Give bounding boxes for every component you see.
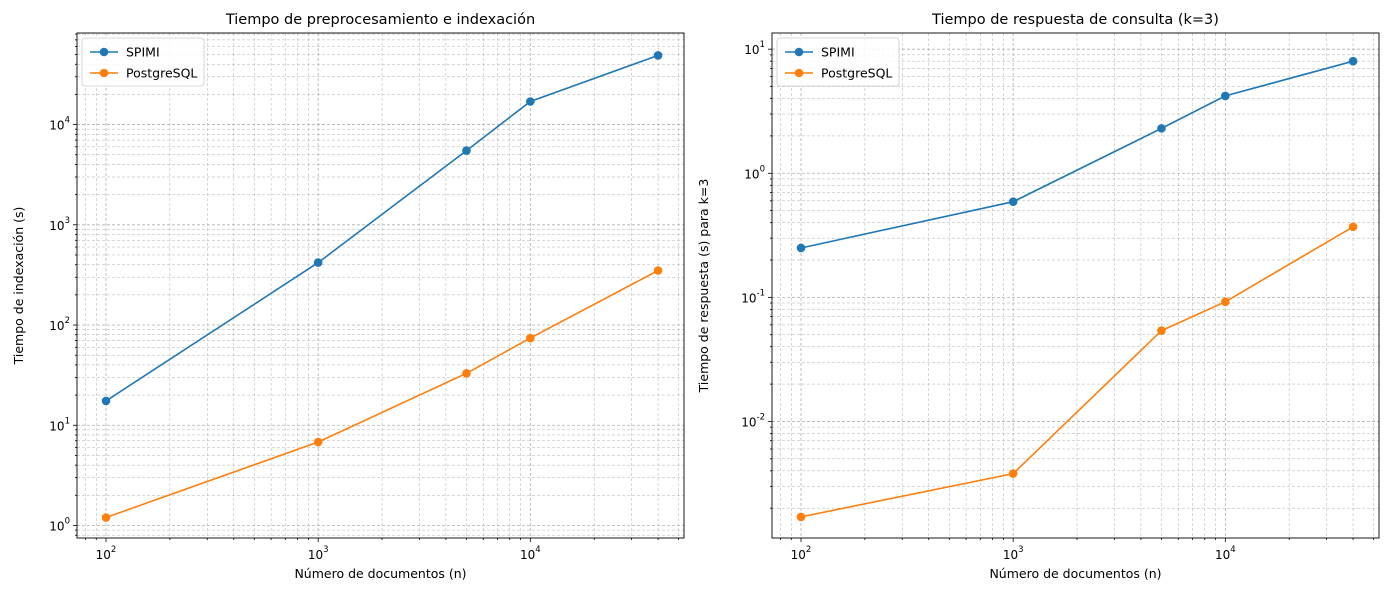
x-tick-label: 102 <box>791 545 812 562</box>
legend-label: PostgreSQL <box>126 66 197 81</box>
data-point <box>1008 469 1018 478</box>
legend-box <box>81 37 205 87</box>
data-point <box>313 258 323 267</box>
series-postgresql <box>796 222 1358 522</box>
chart-panel-2: 102 103 104 10-2 10-1 100 101 Tiempo de respues… <box>696 12 1380 581</box>
data-point <box>796 243 806 253</box>
data-point <box>462 146 471 155</box>
data-point <box>653 266 663 275</box>
y-axis-label: Tiempo de respuesta (s) para k=3 <box>696 179 711 394</box>
data-point <box>1348 56 1358 66</box>
chart-panel-1: 102 103 104 100 101 102 103 104 Tiempo de prepro… <box>11 12 685 581</box>
data-point <box>653 51 663 60</box>
x-tick-label: 103 <box>1003 545 1024 562</box>
legend-marker <box>794 68 804 78</box>
data-point <box>526 97 535 106</box>
x-tick-label: 104 <box>1215 545 1236 562</box>
data-point <box>313 437 323 447</box>
x-axis-label: Número de documentos (n) <box>989 566 1161 581</box>
legend: SPIMI PostgreSQL <box>81 37 205 87</box>
y-tick-label: 104 <box>49 116 70 133</box>
legend: SPIMI PostgreSQL <box>776 37 900 87</box>
data-point <box>1008 197 1018 206</box>
y-tick-label: 101 <box>49 416 70 433</box>
y-tick-label: 103 <box>49 216 70 233</box>
series-spimi <box>796 56 1358 253</box>
grid <box>77 33 684 538</box>
series-spimi <box>101 51 663 406</box>
data-point <box>1157 124 1166 133</box>
legend-box <box>776 37 900 87</box>
data-point <box>526 333 535 343</box>
y-tick-label: 101 <box>744 40 765 57</box>
legend-label: SPIMI <box>821 45 855 60</box>
x-tick-label: 102 <box>96 545 117 562</box>
legend-marker <box>794 47 804 57</box>
chart-title: Tiempo de respuesta de consulta (k=3) <box>931 12 1219 28</box>
data-point <box>1157 326 1166 335</box>
x-tick-label: 104 <box>520 545 541 562</box>
series-postgresql <box>101 266 663 522</box>
legend-label: SPIMI <box>126 45 160 60</box>
x-axis-label: Número de documentos (n) <box>294 566 466 581</box>
data-point <box>101 513 111 522</box>
chart-title: Tiempo de preprocesamiento e indexación <box>225 12 535 28</box>
y-axis-label: Tiempo de indexación (s) <box>11 207 26 366</box>
legend-label: PostgreSQL <box>821 66 892 81</box>
data-point <box>1221 297 1230 307</box>
legend-marker <box>99 68 109 78</box>
y-tick-label: 10-1 <box>741 288 765 305</box>
data-point <box>1221 91 1230 101</box>
data-point <box>796 512 806 522</box>
y-tick-label: 102 <box>49 316 70 333</box>
data-point <box>1348 222 1358 232</box>
legend-marker <box>99 47 109 57</box>
x-tick-label: 103 <box>308 545 329 562</box>
grid <box>772 33 1379 538</box>
y-tick-label: 100 <box>49 516 70 533</box>
plot-frame <box>76 32 685 539</box>
data-point <box>101 396 111 406</box>
plot-frame <box>771 32 1380 539</box>
data-point <box>462 368 471 378</box>
y-tick-label: 10-2 <box>741 412 765 429</box>
y-tick-label: 100 <box>744 164 765 181</box>
